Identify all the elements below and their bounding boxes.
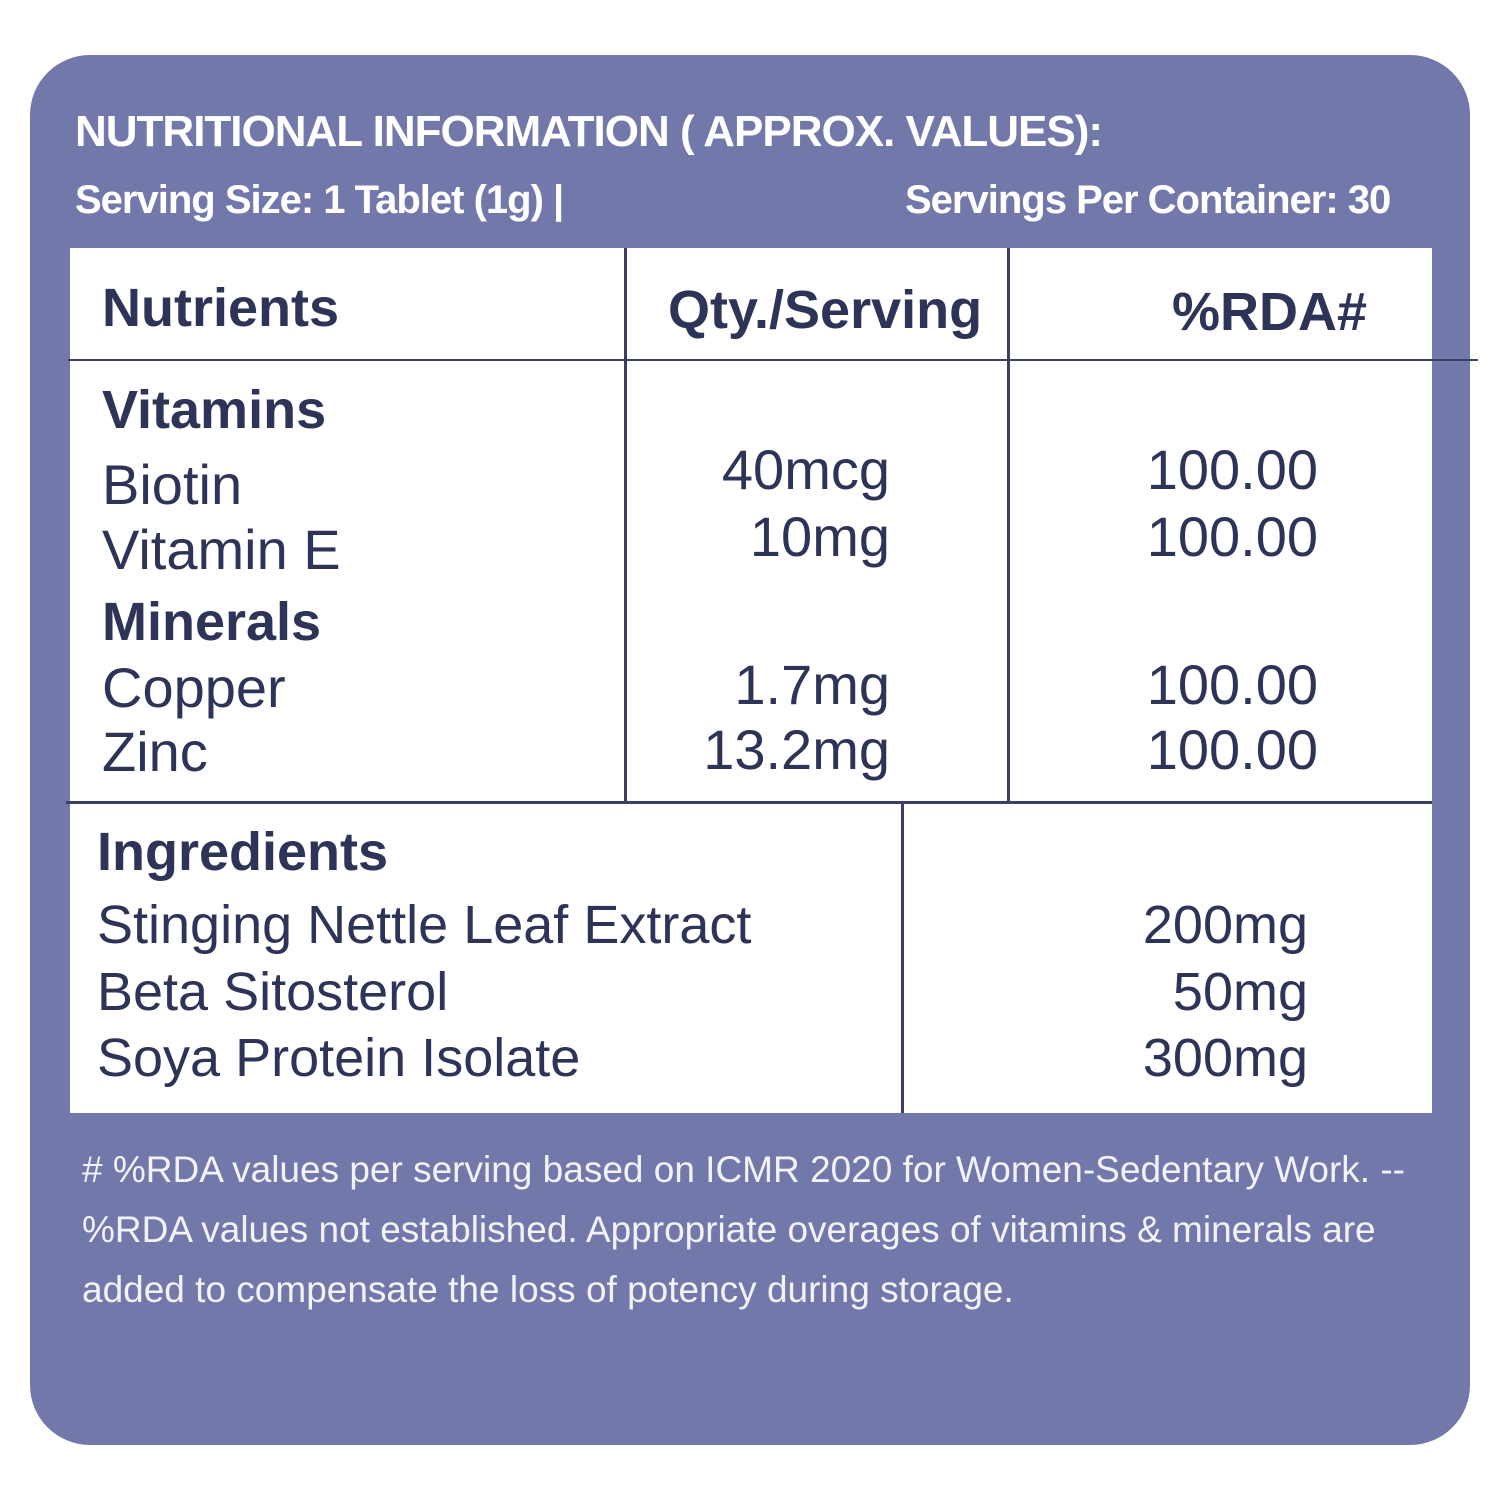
- column-header: Nutrients: [102, 278, 340, 338]
- nutrient-rda: 100.00: [1146, 718, 1318, 781]
- column-divider: [624, 248, 627, 802]
- nutrient-qty: 13.2mg: [703, 718, 890, 781]
- group-heading: Minerals: [102, 592, 322, 652]
- nutrient-rda: 100.00: [1146, 438, 1318, 501]
- nutrient-qty: 10mg: [749, 505, 890, 568]
- ingredient-qty: 200mg: [1142, 895, 1308, 955]
- nutrient-name: Zinc: [102, 720, 208, 783]
- nutrient-rda: 100.00: [1146, 505, 1318, 568]
- column-divider: [1007, 248, 1010, 802]
- nutrient-name: Copper: [102, 656, 286, 719]
- nutrient-name: Vitamin E: [102, 518, 341, 581]
- ingredient-qty: 300mg: [1142, 1028, 1308, 1088]
- nutrient-rda: 100.00: [1146, 653, 1318, 716]
- ingredient-qty: 50mg: [1172, 962, 1308, 1022]
- nutrient-name: Biotin: [102, 453, 243, 516]
- footnote: # %RDA values per serving based on ICMR …: [82, 1149, 1405, 1310]
- nutrition-table: [70, 248, 1432, 1113]
- nutrient-qty: 40mcg: [721, 438, 890, 501]
- group-heading: Vitamins: [102, 380, 327, 440]
- ingredient-name: Soya Protein Isolate: [97, 1028, 581, 1088]
- ingredient-name: Stinging Nettle Leaf Extract: [97, 895, 752, 955]
- ingredient-name: Beta Sitosterol: [97, 962, 449, 1022]
- servings-per-container: Servings Per Container: 30: [905, 178, 1391, 222]
- title: NUTRITIONAL INFORMATION ( APPROX. VALUES…: [75, 107, 1103, 156]
- row-divider: [68, 359, 1478, 361]
- serving-size: Serving Size: 1 Tablet (1g) |: [75, 178, 564, 222]
- nutrient-qty: 1.7mg: [734, 653, 890, 716]
- ingredients-heading: Ingredients: [97, 822, 389, 882]
- column-divider: [901, 802, 904, 1113]
- column-header: %RDA#: [1172, 282, 1368, 342]
- column-header: Qty./Serving: [668, 280, 983, 340]
- row-divider: [66, 801, 1432, 804]
